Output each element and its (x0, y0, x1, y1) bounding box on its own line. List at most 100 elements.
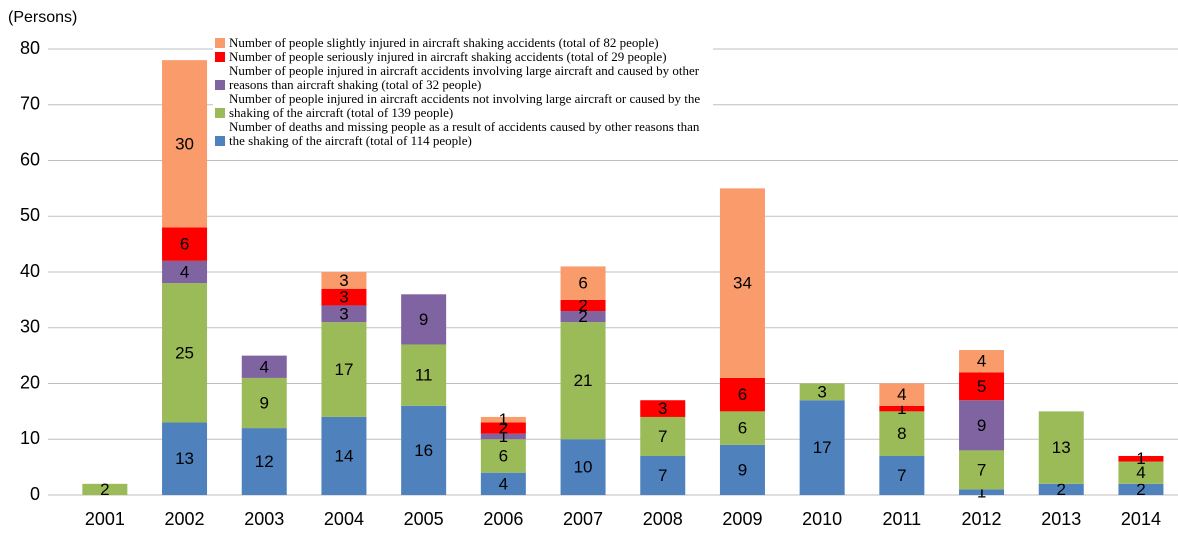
bar-segment (640, 416, 686, 456)
value-label: 3 (339, 304, 348, 323)
x-tick-label: 2005 (404, 509, 444, 529)
value-label: 6 (180, 235, 189, 254)
x-tick-label: 2014 (1121, 509, 1161, 529)
value-label: 21 (574, 371, 593, 390)
value-label: 1 (1136, 449, 1145, 468)
y-tick-label: 20 (20, 372, 40, 392)
bar-segment (241, 355, 287, 378)
value-label: 6 (578, 274, 587, 293)
bar-segment (560, 299, 606, 312)
bar-segment (321, 322, 367, 417)
y-tick-label: 10 (20, 428, 40, 448)
value-label: 25 (175, 343, 194, 362)
bar-segment (959, 489, 1005, 495)
y-tick-label: 80 (20, 38, 40, 58)
value-label: 12 (255, 452, 274, 471)
value-label: 2 (578, 296, 587, 315)
bar-segment (1038, 411, 1084, 484)
legend-swatch (215, 136, 225, 146)
legend-entry: Number of people slightly injured in air… (213, 36, 713, 50)
value-label: 4 (977, 352, 986, 371)
value-label: 9 (977, 416, 986, 435)
bar-segment (162, 283, 208, 423)
bar-segment (640, 455, 686, 495)
legend-swatch (215, 108, 225, 118)
x-tick-label: 2013 (1041, 509, 1081, 529)
value-label: 10 (574, 458, 593, 477)
value-label: 2 (499, 419, 508, 438)
value-label: 7 (658, 427, 667, 446)
bar-segment (401, 294, 447, 345)
bar-segment (719, 188, 765, 378)
x-tick-label: 2011 (882, 509, 921, 529)
x-tick-label: 2010 (802, 509, 842, 529)
legend: Number of people slightly injured in air… (213, 36, 713, 148)
value-label: 16 (414, 441, 433, 460)
bar-segment (480, 422, 526, 434)
value-label: 6 (738, 419, 747, 438)
bar-segment (241, 377, 287, 429)
value-label: 2 (1057, 480, 1066, 499)
bar-segment (879, 405, 925, 412)
bar-segment (480, 416, 526, 423)
value-label: 34 (733, 274, 752, 293)
value-label: 3 (658, 399, 667, 418)
bar-segment (719, 411, 765, 445)
legend-label: Number of deaths and missing people as a… (229, 119, 700, 148)
value-label: 4 (180, 262, 189, 281)
x-tick-label: 2012 (962, 509, 1002, 529)
x-tick-label: 2009 (722, 509, 762, 529)
value-label: 1 (499, 427, 508, 446)
value-label: 14 (334, 446, 353, 465)
bar-segment (959, 400, 1005, 451)
value-label: 1 (897, 399, 906, 418)
value-label: 6 (738, 385, 747, 404)
y-tick-label: 70 (20, 94, 40, 114)
legend-label: Number of people slightly injured in air… (229, 35, 659, 50)
value-label: 11 (415, 366, 433, 385)
bar-segment (879, 411, 925, 456)
bar-segment (640, 400, 686, 417)
bar-segment (401, 405, 447, 495)
value-label: 2 (100, 480, 109, 499)
y-tick-label: 30 (20, 317, 40, 337)
value-label: 9 (260, 393, 269, 412)
bar-segment (480, 472, 526, 495)
bar-segment (879, 383, 925, 406)
value-label: 1 (499, 410, 508, 429)
value-label: 7 (977, 460, 986, 479)
legend-swatch (215, 80, 225, 90)
value-label: 9 (738, 460, 747, 479)
y-axis-label: (Persons) (8, 9, 77, 26)
legend-entry: Number of people seriously injured in ai… (213, 50, 713, 64)
x-tick-label: 2002 (165, 509, 205, 529)
bar-segment (959, 350, 1005, 373)
legend-entry: Number of people injured in aircraft acc… (213, 92, 713, 120)
bar-segment (162, 422, 208, 495)
bar-segment (959, 372, 1005, 401)
bar-segment (1038, 483, 1084, 495)
bar-segment (879, 455, 925, 495)
value-label: 4 (499, 474, 508, 493)
bar-segment (799, 400, 845, 495)
value-label: 1 (977, 483, 986, 502)
legend-label: Number of people injured in aircraft acc… (229, 63, 700, 92)
value-label: 9 (419, 310, 428, 329)
bar-segment (321, 272, 367, 289)
bar-segment (162, 227, 208, 261)
legend-entry: Number of deaths and missing people as a… (213, 120, 713, 148)
bar-segment (321, 416, 367, 495)
bar-segment (480, 433, 526, 440)
bar-segment (82, 483, 128, 495)
bar-segment (560, 439, 606, 495)
legend-label: Number of people injured in aircraft acc… (229, 91, 701, 120)
x-tick-label: 2006 (483, 509, 523, 529)
legend-swatch (215, 52, 225, 62)
bar-segment (162, 260, 208, 284)
value-label: 6 (499, 446, 508, 465)
value-label: 30 (175, 134, 194, 153)
value-label: 8 (897, 424, 906, 443)
value-label: 7 (897, 466, 906, 485)
